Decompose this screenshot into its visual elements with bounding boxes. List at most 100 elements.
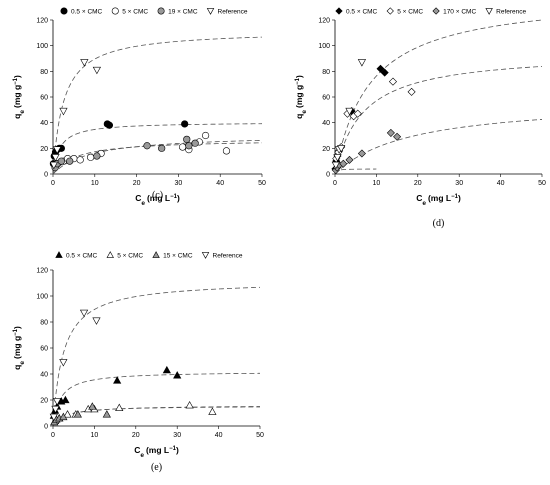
data-point	[376, 64, 385, 73]
chart-panel-2: 0 20 40 60 80 100 120 0 10 20 30 40 50 Ce (mg L−1) qe(m…	[294, 7, 546, 229]
data-point	[386, 128, 395, 137]
series-4	[49, 59, 101, 170]
x-tick-label: 10	[91, 432, 99, 439]
series-3	[51, 135, 199, 172]
y-tick-label: 80	[40, 69, 48, 76]
legend-label: Reference	[213, 253, 243, 260]
legend-label: 0.5 × CMC	[346, 9, 378, 16]
x-tick-label: 30	[173, 432, 181, 439]
x-tick-label: 20	[133, 180, 141, 187]
series-2	[50, 400, 217, 424]
data-point	[201, 131, 210, 140]
legend-marker	[386, 7, 394, 15]
legend-marker	[432, 7, 440, 15]
fit-curve	[52, 123, 263, 175]
y-tick-label: 0	[44, 172, 48, 179]
y-tick-label: 40	[40, 372, 48, 379]
panel-label: (d)	[433, 218, 445, 229]
y-axis-label: qe(mg g−1)	[294, 75, 308, 119]
data-point	[388, 77, 397, 86]
legend-marker	[60, 7, 68, 15]
series-3	[331, 128, 402, 175]
x-tick-label: 50	[256, 432, 264, 439]
data-point	[115, 403, 124, 411]
y-tick-label: 80	[40, 320, 48, 327]
x-tick-label: 20	[414, 180, 422, 187]
data-point	[92, 66, 101, 75]
y-tick-label: 100	[318, 43, 330, 50]
fit-curve	[52, 406, 261, 427]
legend-label: 5 × CMC	[397, 9, 423, 16]
series-4	[49, 309, 101, 422]
x-tick-label: 50	[258, 180, 266, 187]
x-tick-label: 40	[216, 180, 224, 187]
data-point	[49, 413, 58, 422]
fit-curve	[334, 168, 377, 175]
fit-curve	[334, 66, 543, 175]
legend: 0.5 × CMC 5 × CMC 170 × CMC Reference	[335, 7, 527, 16]
y-tick-label: 20	[40, 146, 48, 153]
x-axis-label: Ce (mg L−1)	[135, 193, 180, 207]
y-tick-label: 80	[322, 69, 330, 76]
fit-curve	[52, 139, 263, 175]
legend: 0.5 × CMC 5 × CMC 15 × CMC Reference	[55, 251, 243, 260]
x-tick-label: 20	[132, 432, 140, 439]
series-2	[332, 77, 416, 163]
data-point	[183, 135, 191, 143]
series-4	[331, 59, 367, 170]
data-point	[87, 153, 95, 161]
data-point	[59, 107, 68, 116]
data-point	[59, 412, 68, 421]
data-point	[63, 410, 72, 418]
data-point	[76, 156, 84, 164]
panel-label: (c)	[152, 190, 163, 201]
fit-curve	[52, 372, 261, 427]
data-point	[380, 68, 389, 77]
legend-label: Reference	[496, 9, 526, 16]
data-point	[51, 405, 60, 414]
legend-label: 0.5 × CMC	[71, 9, 103, 16]
x-axis-label: Ce (mg L−1)	[134, 445, 179, 459]
data-point	[162, 365, 171, 374]
y-tick-label: 20	[322, 146, 330, 153]
data-point	[222, 147, 231, 155]
data-point	[181, 120, 189, 128]
x-tick-label: 30	[455, 180, 463, 187]
legend-marker	[485, 8, 493, 15]
y-tick-label: 60	[40, 95, 48, 102]
y-tick-label: 100	[36, 43, 48, 50]
data-point	[66, 157, 74, 165]
data-point	[393, 132, 402, 141]
y-tick-label: 0	[44, 424, 48, 431]
data-point	[357, 59, 367, 67]
data-point	[88, 402, 97, 410]
data-point	[105, 121, 114, 129]
panel-label: (e)	[151, 462, 162, 473]
legend-label: Reference	[218, 9, 248, 16]
y-axis-label: qe(mg g−1)	[12, 326, 26, 370]
legend-marker	[55, 251, 63, 258]
y-tick-label: 40	[322, 120, 330, 127]
data-point	[339, 159, 348, 168]
y-tick-label: 100	[36, 294, 48, 301]
data-point	[53, 146, 62, 154]
legend-marker	[111, 7, 119, 15]
fit-curve	[52, 286, 261, 427]
x-tick-label: 40	[215, 432, 223, 439]
data-point	[178, 143, 187, 151]
data-point	[158, 144, 166, 152]
data-point	[185, 400, 194, 409]
legend-label: 170 × CMC	[443, 9, 476, 16]
data-point	[113, 376, 122, 384]
y-tick-label: 0	[326, 172, 330, 179]
x-tick-label: 10	[91, 180, 99, 187]
series-3	[50, 402, 111, 426]
x-tick-label: 50	[538, 180, 546, 187]
data-point	[331, 161, 340, 170]
data-point	[143, 142, 151, 150]
data-point	[57, 157, 65, 165]
fit-curve	[52, 142, 263, 175]
legend-label: 5 × CMC	[117, 253, 143, 260]
